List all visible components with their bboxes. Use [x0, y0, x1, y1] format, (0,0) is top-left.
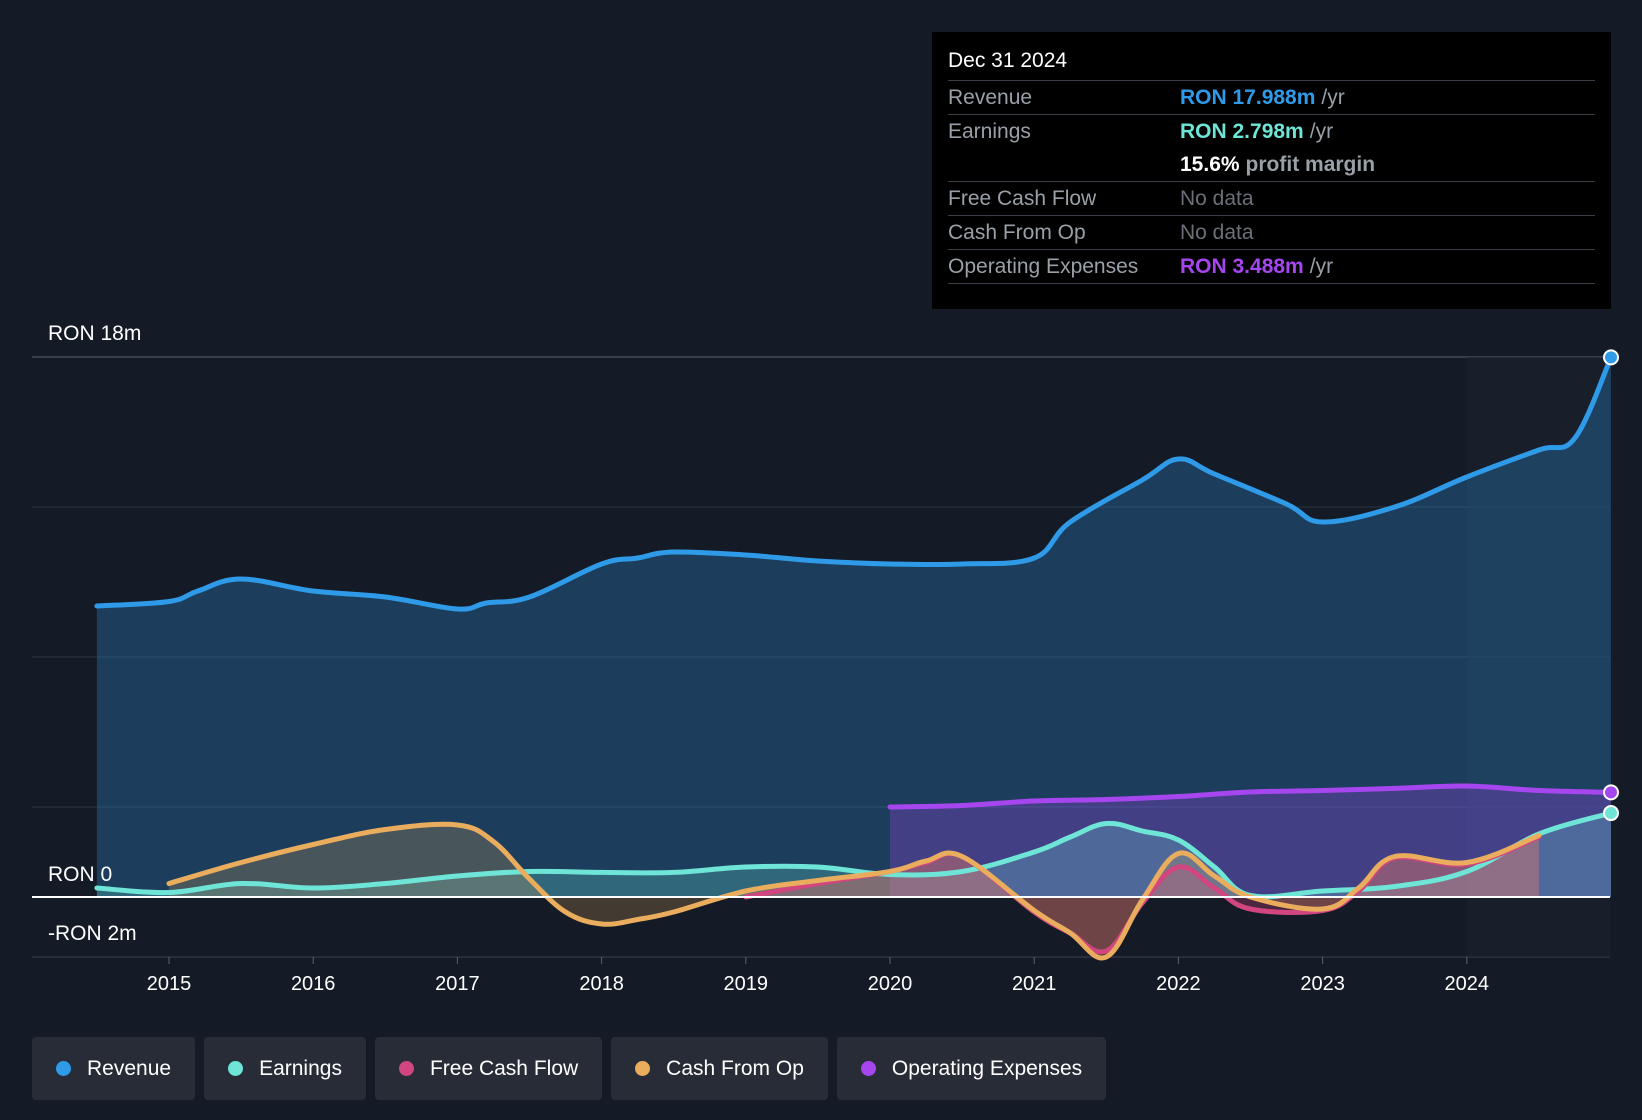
tooltip-value: No data: [1180, 220, 1254, 244]
revenue-end-marker: [1603, 349, 1619, 366]
gridlines: [32, 356, 1610, 958]
x-tick-label: 2021: [1012, 973, 1057, 995]
cash-from-op-line: [166, 821, 1542, 961]
tooltip-key: Cash From Op: [948, 220, 1086, 244]
tooltip-key: Operating Expenses: [948, 254, 1139, 278]
y-zero-label: RON 0: [48, 863, 112, 886]
tooltip-value: RON 2.798m: [1180, 119, 1304, 143]
tooltip-key: Revenue: [948, 85, 1033, 109]
revenue-area: [96, 357, 1611, 897]
free-cash-flow-area: [745, 837, 1539, 953]
x-tick-label: 2018: [579, 973, 624, 995]
tooltip-value: RON 3.488m: [1180, 254, 1304, 278]
x-tick-label: 2019: [724, 973, 769, 995]
legend-item-cash-from-op[interactable]: Cash From Op: [611, 1037, 828, 1100]
tooltip-unit: /yr: [1321, 85, 1345, 109]
x-tick-label: 2020: [868, 973, 913, 995]
x-tick-label: 2017: [435, 973, 480, 995]
tooltip-row-fcf: Free Cash Flow No data: [948, 182, 1595, 216]
revenue-dot-icon: [56, 1061, 71, 1076]
operating-expenses-end-marker: [1603, 784, 1619, 801]
legend-label: Revenue: [87, 1056, 172, 1080]
tooltip-row-cfo: Cash From Op No data: [948, 216, 1595, 250]
tooltip-date: Dec 31 2024: [948, 46, 1595, 81]
tooltip-row-margin: 15.6% profit margin: [948, 148, 1595, 182]
tooltip: Dec 31 2024 Revenue RON 17.988m /yr Earn…: [932, 32, 1611, 309]
y-bottom-label: -RON 2m: [48, 922, 137, 945]
legend-item-operating-expenses[interactable]: Operating Expenses: [836, 1037, 1107, 1100]
tooltip-key: Earnings: [948, 119, 1031, 143]
cash-from-op-area: [169, 824, 1539, 959]
profit-margin-value: 15.6%: [1180, 152, 1240, 176]
operating-expenses-line: [887, 783, 1614, 810]
operating-expenses-dot-icon: [860, 1061, 876, 1076]
profit-margin-text: profit margin: [1245, 152, 1376, 176]
y-top-label: RON 18m: [48, 322, 141, 345]
legend-label: Cash From Op: [666, 1056, 804, 1080]
tooltip-key: Free Cash Flow: [948, 186, 1097, 210]
series-areas: [96, 357, 1611, 959]
legend-label: Free Cash Flow: [429, 1056, 579, 1080]
tooltip-row-revenue: Revenue RON 17.988m /yr: [948, 81, 1595, 115]
x-axis-ticks: 2015 2016 2017 2018 2019 2020 2021 2022 2023 2024: [147, 957, 1489, 995]
legend-item-revenue[interactable]: Revenue: [32, 1037, 196, 1100]
tooltip-value: No data: [1180, 186, 1254, 210]
tooltip-value: RON 17.988m: [1180, 85, 1316, 109]
x-tick-label: 2016: [291, 973, 336, 995]
legend: Revenue Earnings Free Cash Flow Cash Fro…: [32, 1037, 1107, 1100]
x-tick-label: 2023: [1300, 973, 1345, 995]
tooltip-row-opex: Operating Expenses RON 3.488m /yr: [948, 250, 1595, 284]
tooltip-unit: /yr: [1309, 254, 1334, 278]
x-tick-label: 2015: [147, 973, 192, 995]
earnings-end-marker: [1603, 805, 1619, 822]
free-cash-flow-dot-icon: [398, 1061, 414, 1076]
series-lines: [32, 354, 1614, 961]
tooltip-row-earnings: Earnings RON 2.798m /yr: [948, 115, 1595, 148]
cash-from-op-dot-icon: [635, 1061, 651, 1076]
x-tick-label: 2022: [1156, 973, 1201, 995]
legend-label: Earnings: [259, 1056, 342, 1080]
operating-expenses-area: [890, 785, 1611, 897]
x-tick-label: 2024: [1445, 973, 1490, 995]
earnings-dot-icon: [228, 1061, 244, 1076]
tooltip-unit: /yr: [1309, 119, 1334, 143]
revenue-line: [94, 354, 1614, 612]
legend-item-earnings[interactable]: Earnings: [204, 1037, 366, 1100]
legend-item-free-cash-flow[interactable]: Free Cash Flow: [374, 1037, 603, 1100]
endpoint-markers: [1603, 349, 1619, 822]
legend-label: Operating Expenses: [891, 1056, 1083, 1080]
earnings-line: [94, 810, 1614, 900]
